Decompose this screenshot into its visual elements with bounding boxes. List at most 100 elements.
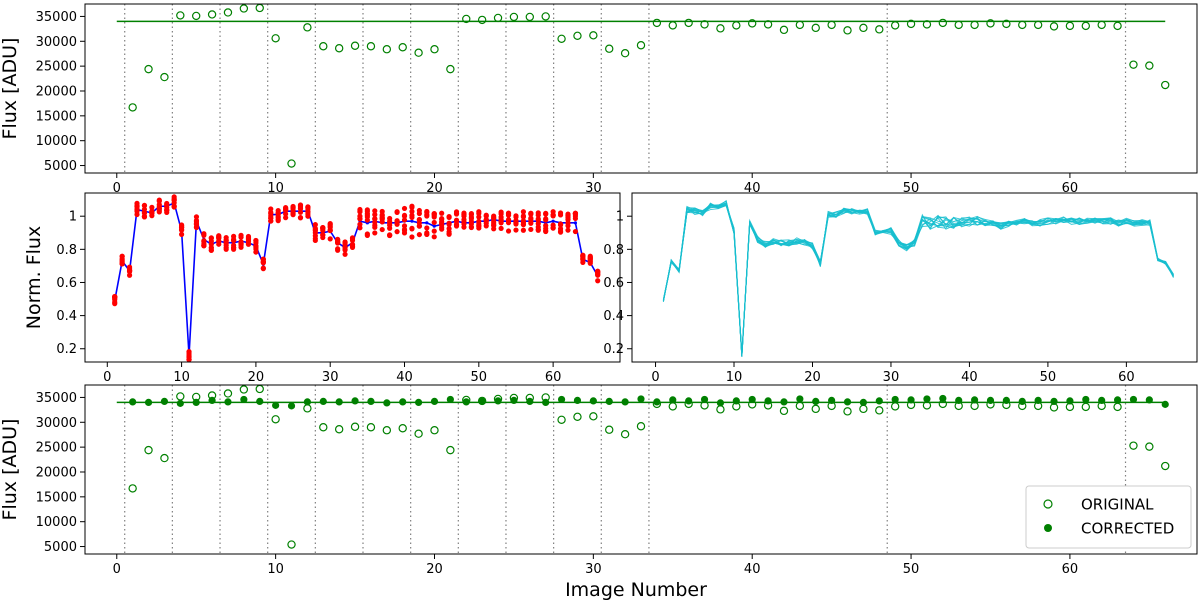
red-dot xyxy=(431,211,437,217)
red-dot xyxy=(312,222,318,228)
corrected-point xyxy=(1098,396,1106,405)
red-dot xyxy=(134,202,140,209)
red-dot xyxy=(268,213,274,219)
red-dot xyxy=(364,212,370,218)
y-tick-label: 35000 xyxy=(36,10,77,25)
red-dot xyxy=(409,212,415,218)
red-dot xyxy=(409,226,415,232)
x-tick-label: 60 xyxy=(1118,370,1135,385)
corrected-point xyxy=(1034,396,1042,405)
x-tick-label: 60 xyxy=(545,370,562,385)
original-point xyxy=(1113,402,1122,412)
original-point xyxy=(446,64,455,74)
red-dot xyxy=(112,294,118,300)
corrected-point xyxy=(383,399,391,407)
red-dot xyxy=(468,221,474,227)
corrected-point xyxy=(430,397,439,406)
x-tick-label: 10 xyxy=(726,370,743,385)
red-dot xyxy=(543,217,549,223)
red-dot xyxy=(201,232,207,238)
corrected-point xyxy=(780,398,788,406)
corrected-point xyxy=(843,398,852,406)
y-tick-label: 10000 xyxy=(36,515,77,530)
original-point xyxy=(620,49,630,58)
y-tick-label: 20000 xyxy=(36,465,77,480)
x-tick-label: 20 xyxy=(426,562,443,577)
x-tick-label: 10 xyxy=(267,562,284,577)
corrected-point xyxy=(446,395,454,404)
original-point xyxy=(811,404,820,414)
red-dot xyxy=(349,241,356,248)
red-dot xyxy=(550,213,556,219)
red-dot xyxy=(535,227,541,233)
red-dot xyxy=(587,256,593,262)
red-dot xyxy=(498,218,504,224)
original-point xyxy=(255,4,264,13)
median-point xyxy=(432,224,436,228)
red-dot xyxy=(572,228,579,235)
red-dot xyxy=(297,209,304,215)
y-tick-label: 1 xyxy=(616,210,624,225)
x-tick-label: 60 xyxy=(1062,181,1079,196)
original-point xyxy=(589,31,598,40)
red-dot xyxy=(327,227,333,234)
original-point xyxy=(319,42,328,51)
red-dot xyxy=(364,207,370,213)
corrected-point xyxy=(1145,396,1153,404)
red-dot xyxy=(231,236,237,243)
red-dot xyxy=(431,234,437,240)
corrected-point xyxy=(1018,397,1026,406)
red-dot xyxy=(275,213,281,220)
corrected-point xyxy=(700,395,709,404)
corrected-point xyxy=(1066,397,1074,405)
red-dot xyxy=(193,214,200,220)
corrected-point xyxy=(144,398,153,406)
red-dot xyxy=(505,210,512,216)
red-dot xyxy=(528,211,534,217)
corrected-point xyxy=(1050,397,1058,406)
corrected-point xyxy=(510,396,518,405)
legend-label: CORRECTED xyxy=(1081,520,1174,538)
original-point xyxy=(890,21,900,30)
red-dot xyxy=(223,242,229,248)
red-dot xyxy=(401,227,408,234)
red-dot xyxy=(216,239,222,245)
red-dot xyxy=(528,215,534,221)
star-line xyxy=(662,200,1174,357)
red-dot xyxy=(364,231,370,237)
red-dot xyxy=(424,225,430,231)
red-dot xyxy=(112,299,118,305)
legend-box xyxy=(1025,485,1192,549)
red-dot xyxy=(268,206,274,212)
x-tick-label: 40 xyxy=(961,370,978,385)
red-dot xyxy=(141,214,148,220)
red-dot xyxy=(119,257,125,263)
x-tick-label: 10 xyxy=(267,181,284,196)
red-dot xyxy=(283,215,289,221)
red-dot xyxy=(520,227,527,233)
red-dot xyxy=(223,246,229,252)
red-dot xyxy=(201,242,207,249)
red-dot xyxy=(453,209,460,215)
plot-area-bottom xyxy=(116,385,1170,554)
red-dot xyxy=(557,212,564,218)
corrected-point xyxy=(542,398,550,406)
corrected-point xyxy=(399,398,407,406)
y-tick-label: 30000 xyxy=(36,416,77,431)
original-point xyxy=(160,453,169,463)
red-dot xyxy=(342,251,348,257)
corrected-point xyxy=(319,397,327,406)
x-tick-label: 0 xyxy=(113,562,121,577)
y-tick-label: 0.8 xyxy=(56,243,77,258)
original-point xyxy=(684,18,693,28)
x-tick-label: 60 xyxy=(1062,562,1079,577)
original-point xyxy=(430,45,439,54)
original-point xyxy=(303,23,312,32)
red-dot xyxy=(357,216,363,222)
red-dot xyxy=(260,266,266,272)
red-dot xyxy=(483,217,489,223)
original-point xyxy=(986,19,995,28)
original-point xyxy=(350,422,360,431)
red-dot xyxy=(580,259,586,265)
